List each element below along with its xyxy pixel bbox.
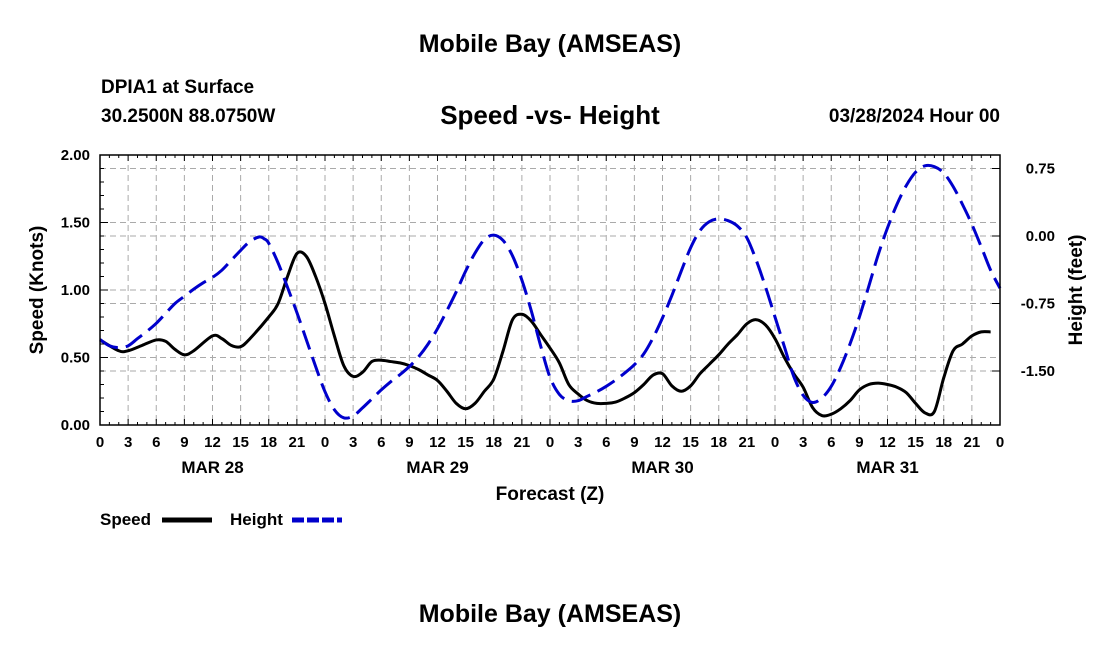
y-axis-right-label: Height (feet) (1066, 235, 1087, 346)
x-tick-label: 0 (996, 434, 1004, 451)
y-tick-label-left: 1.50 (61, 215, 90, 232)
y-tick-label-left: 1.00 (61, 282, 90, 299)
x-tick-label: 3 (574, 434, 582, 451)
legend-height-label: Height (230, 510, 283, 529)
y-tick-label-right: -1.50 (1021, 363, 1055, 380)
axis-layer: 0 3 6 9 12 15 18 21 0 3 6 9 12 15 18 21 0 3 6 9 12 15 18 21 0 3 6 9… (61, 147, 1055, 477)
day-label: MAR 28 (181, 458, 243, 477)
x-tick-label: 21 (514, 434, 531, 451)
x-tick-label: 3 (799, 434, 807, 451)
x-tick-label: 15 (457, 434, 474, 451)
x-tick-label: 6 (152, 434, 160, 451)
x-tick-label: 18 (710, 434, 727, 451)
y-tick-label-right: 0.00 (1026, 228, 1055, 245)
x-tick-label: 0 (771, 434, 779, 451)
y-tick-label-left: 0.50 (61, 350, 90, 367)
day-label: MAR 29 (406, 458, 468, 477)
x-tick-label: 18 (485, 434, 502, 451)
main-title: Mobile Bay (AMSEAS) (418, 30, 682, 58)
y-tick-label-left: 2.00 (61, 147, 90, 164)
x-tick-label: 12 (429, 434, 446, 451)
station-coords: 30.2500N 88.0750W (101, 106, 276, 127)
series-line-speed (99, 250, 991, 418)
x-axis-label: Forecast (Z) (496, 484, 605, 505)
y-tick-label-right: 0.75 (1026, 161, 1055, 178)
x-tick-label: 18 (935, 434, 952, 451)
chart-title: Speed -vs- Height (440, 100, 660, 130)
day-label: MAR 30 (631, 458, 693, 477)
y-tick-label-left: 0.00 (61, 417, 90, 434)
x-tick-label: 0 (321, 434, 329, 451)
x-tick-label: 0 (96, 434, 104, 451)
y-tick-label-right: -0.75 (1021, 296, 1055, 313)
x-tick-label: 9 (405, 434, 413, 451)
x-tick-label: 12 (204, 434, 221, 451)
day-label: MAR 31 (856, 458, 918, 477)
x-tick-label: 15 (907, 434, 924, 451)
x-tick-label: 21 (289, 434, 306, 451)
x-tick-label: 21 (964, 434, 981, 451)
x-tick-label: 15 (232, 434, 249, 451)
station-label: DPIA1 at Surface (101, 77, 255, 98)
x-tick-label: 9 (855, 434, 863, 451)
x-tick-label: 9 (630, 434, 638, 451)
x-tick-label: 0 (546, 434, 554, 451)
series-line-height (99, 163, 1002, 420)
x-tick-label: 12 (654, 434, 671, 451)
x-tick-label: 18 (260, 434, 277, 451)
x-tick-label: 9 (180, 434, 188, 451)
x-tick-label: 6 (602, 434, 610, 451)
x-tick-label: 15 (682, 434, 699, 451)
x-tick-label: 6 (377, 434, 385, 451)
y-axis-left-label: Speed (Knots) (27, 226, 48, 355)
forecast-datetime: 03/28/2024 Hour 00 (828, 106, 1000, 127)
legend-speed-label: Speed (100, 510, 151, 529)
x-tick-label: 12 (879, 434, 896, 451)
legend: Speed Height (100, 510, 342, 529)
footer-title: Mobile Bay (AMSEAS) (418, 600, 682, 628)
series-layer (99, 163, 1002, 420)
x-tick-label: 6 (827, 434, 835, 451)
x-tick-label: 21 (739, 434, 756, 451)
x-tick-label: 3 (124, 434, 132, 451)
x-tick-label: 3 (349, 434, 357, 451)
